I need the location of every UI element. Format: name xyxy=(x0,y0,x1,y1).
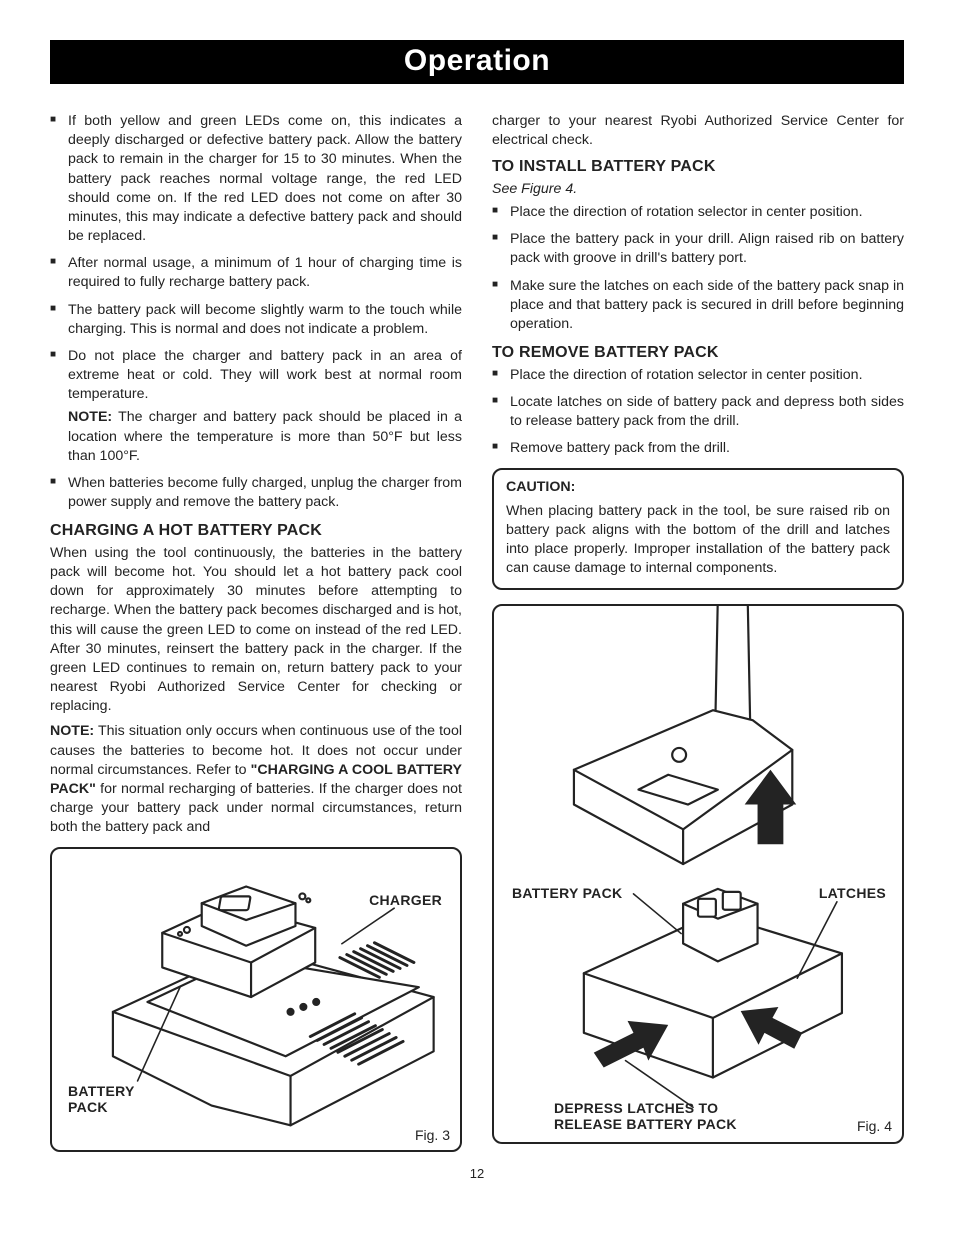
callout-battery-pack: BATTERY PACK xyxy=(512,884,622,903)
see-figure: See Figure 4. xyxy=(492,180,904,199)
figure-3-label: Fig. 3 xyxy=(415,1126,450,1145)
figure-4-svg xyxy=(494,606,902,1142)
figure-3: CHARGER BATTERY PACK Fig. 3 xyxy=(50,847,462,1152)
page-number: 12 xyxy=(50,1166,904,1181)
install-bullets: Place the direction of rotation selector… xyxy=(492,203,904,334)
note-text: NOTE: The charger and battery pack shoul… xyxy=(50,408,462,466)
heading-hot-battery: CHARGING A HOT BATTERY PACK xyxy=(50,520,462,542)
section-header: Operation xyxy=(50,40,904,84)
bullet-item: The battery pack will become slightly wa… xyxy=(50,301,462,339)
figure-4-label: Fig. 4 xyxy=(857,1117,892,1136)
bullet-item: Locate latches on side of battery pack a… xyxy=(492,393,904,431)
heading-remove: TO REMOVE BATTERY PACK xyxy=(492,342,904,364)
bullet-item: When batteries become fully charged, unp… xyxy=(50,474,462,512)
right-column: charger to your nearest Ryobi Authorized… xyxy=(492,112,904,1152)
heading-install: TO INSTALL BATTERY PACK xyxy=(492,156,904,178)
note-label: NOTE: xyxy=(50,723,94,739)
caution-label: CAUTION: xyxy=(506,478,890,497)
left-column: If both yellow and green LEDs come on, t… xyxy=(50,112,462,1152)
note-label: NOTE: xyxy=(68,409,112,425)
bullet-item: Place the direction of rotation selector… xyxy=(492,203,904,222)
callout-pack: PACK xyxy=(68,1098,108,1117)
bullet-item: If both yellow and green LEDs come on, t… xyxy=(50,112,462,246)
caution-text: When placing battery pack in the tool, b… xyxy=(506,502,890,579)
bullet-item: Remove battery pack from the drill. xyxy=(492,439,904,458)
charging-bullets: If both yellow and green LEDs come on, t… xyxy=(50,112,462,404)
para-note-hot: NOTE: This situation only occurs when co… xyxy=(50,722,462,837)
para-continuation: charger to your nearest Ryobi Authorized… xyxy=(492,112,904,150)
bullet-item: Do not place the charger and battery pac… xyxy=(50,347,462,405)
bullet-item: After normal usage, a minimum of 1 hour … xyxy=(50,254,462,292)
callout-latches: LATCHES xyxy=(819,884,886,903)
figure-4: BATTERY PACK LATCHES DEPRESS LATCHES TO … xyxy=(492,604,904,1144)
para-text: for normal recharging of batteries. If t… xyxy=(50,781,462,835)
content-columns: If both yellow and green LEDs come on, t… xyxy=(50,112,904,1152)
bullet-item: Place the battery pack in your drill. Al… xyxy=(492,230,904,268)
callout-depress-2: RELEASE BATTERY PACK xyxy=(554,1115,737,1134)
para-hot-battery: When using the tool continuously, the ba… xyxy=(50,544,462,717)
bullet-item: Make sure the latches on each side of th… xyxy=(492,277,904,335)
charging-bullets-2: When batteries become fully charged, unp… xyxy=(50,474,462,512)
note-body: The charger and battery pack should be p… xyxy=(68,409,462,463)
bullet-item: Place the direction of rotation selector… xyxy=(492,366,904,385)
remove-bullets: Place the direction of rotation selector… xyxy=(492,366,904,459)
callout-charger: CHARGER xyxy=(369,891,442,910)
caution-box: CAUTION: When placing battery pack in th… xyxy=(492,468,904,590)
